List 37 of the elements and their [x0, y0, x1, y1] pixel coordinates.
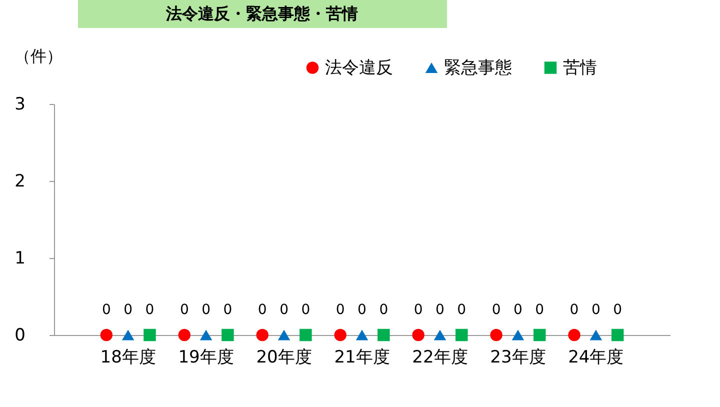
x-tick-label: 23年度	[490, 348, 546, 368]
data-label: 0	[102, 302, 111, 318]
data-label: 0	[414, 302, 423, 318]
data-label: 0	[358, 302, 366, 318]
y-axis-title: （件）	[14, 46, 62, 66]
data-label: 0	[258, 302, 267, 318]
data-label: 0	[492, 302, 501, 318]
data-label: 0	[124, 302, 133, 318]
data-label: 0	[301, 302, 310, 318]
legend-label: 法令違反	[325, 58, 393, 78]
data-label: 0	[457, 302, 466, 318]
data-label: 0	[513, 302, 522, 318]
data-label: 0	[336, 302, 345, 318]
data-label: 0	[180, 302, 189, 318]
x-tick-label: 20年度	[256, 348, 312, 368]
legend-label: 緊急事態	[444, 58, 512, 78]
data-label: 0	[535, 302, 544, 318]
legend-label: 苦情	[563, 58, 597, 78]
data-label: 0	[613, 302, 622, 318]
y-tick-label: 1	[14, 248, 26, 268]
data-label: 0	[145, 302, 154, 318]
data-label: 0	[436, 302, 444, 318]
data-label: 0	[202, 302, 211, 318]
x-tick-label: 18年度	[100, 348, 156, 368]
data-label: 0	[379, 302, 388, 318]
x-tick-label: 19年度	[178, 348, 234, 368]
x-tick-label: 24年度	[568, 348, 624, 368]
y-tick-label: 0	[14, 326, 26, 346]
data-label: 0	[591, 302, 600, 318]
data-label: 0	[570, 302, 579, 318]
x-tick-label: 22年度	[412, 348, 468, 368]
chart-title: 法令違反・緊急事態・苦情	[165, 4, 358, 23]
x-tick-label: 21年度	[334, 348, 390, 368]
y-tick-label: 3	[14, 94, 26, 114]
y-tick-label: 2	[14, 172, 26, 192]
data-label: 0	[223, 302, 232, 318]
data-label: 0	[280, 302, 288, 318]
